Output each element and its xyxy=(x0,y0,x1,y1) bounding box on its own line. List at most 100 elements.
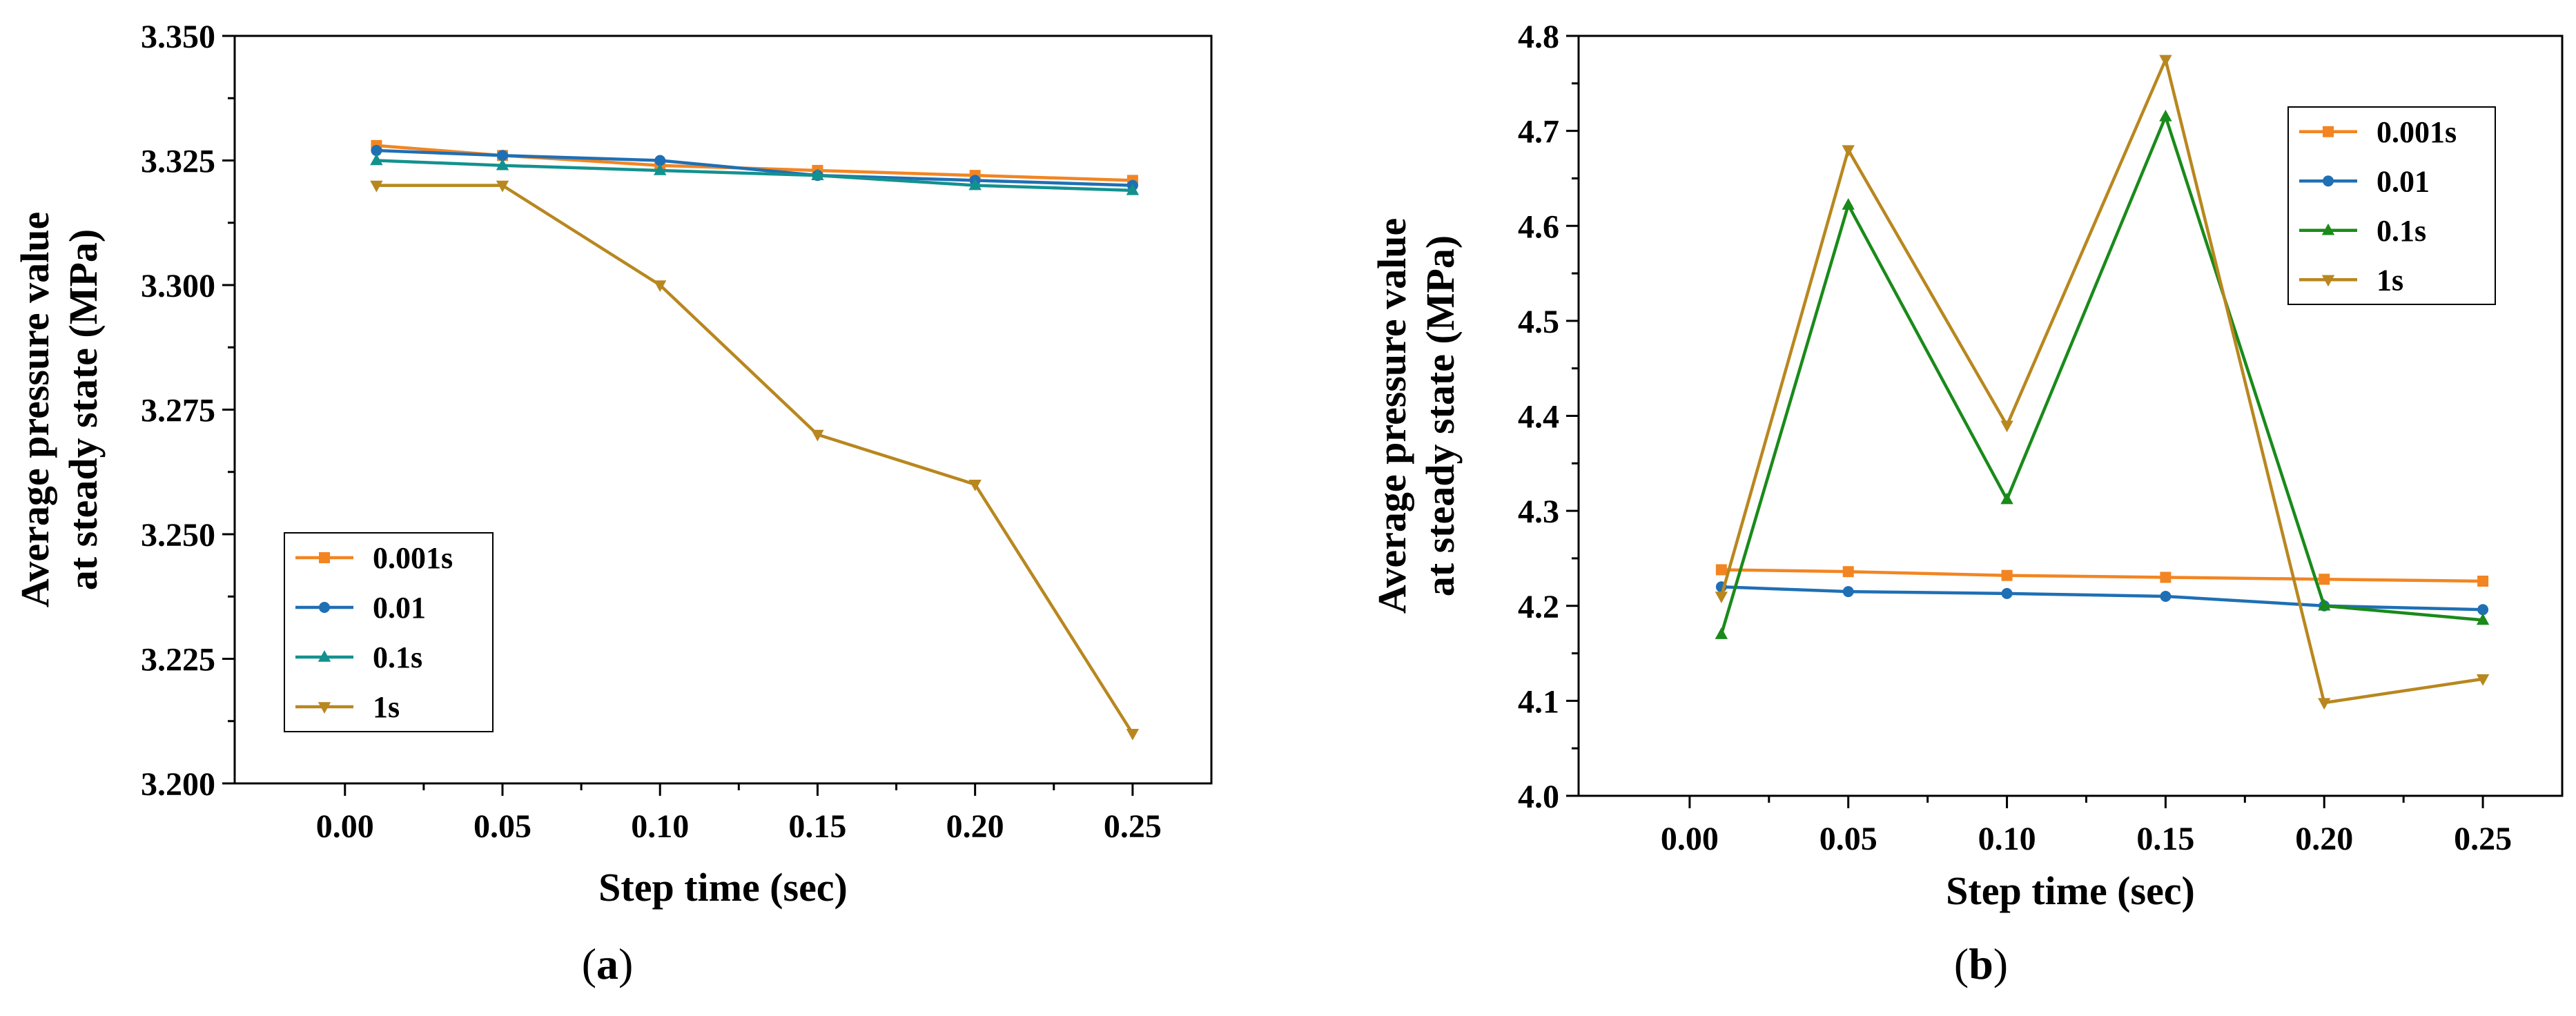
legend-marker-1s xyxy=(318,702,331,714)
data-point-0.1s xyxy=(1126,183,1140,195)
y-tick-label: 4.2 xyxy=(1518,589,1559,625)
data-point-0.001s xyxy=(2319,574,2330,585)
data-point-1s xyxy=(2318,698,2331,710)
data-point-1s xyxy=(1126,729,1140,741)
y-tick-label: 4.1 xyxy=(1518,683,1559,720)
panel-label-part: a xyxy=(596,939,618,988)
series-line-1s xyxy=(1719,58,2484,705)
series-line-0.1s xyxy=(1719,115,2484,635)
y-axis-title-line: Average pressure value xyxy=(1369,218,1414,614)
legend-label: 0.001s xyxy=(373,541,453,575)
y-tick-label: 4.7 xyxy=(1518,114,1559,150)
data-point-0.1s xyxy=(370,153,383,166)
x-tick-label: 0.15 xyxy=(2136,821,2194,857)
y-tick-label: 4.5 xyxy=(1518,304,1559,340)
y-tick-label: 3.250 xyxy=(141,517,215,554)
data-point-0.01 xyxy=(2477,604,2489,616)
data-point-1s xyxy=(496,180,509,193)
data-point-0.1s xyxy=(1715,627,1728,639)
data-point-0.001s xyxy=(2160,572,2172,583)
series-line-0.01 xyxy=(376,148,1133,187)
data-point-1s xyxy=(2000,420,2013,433)
data-point-1s xyxy=(1715,592,1728,603)
y-axis-title-line: at steady state (MPa) xyxy=(61,229,106,590)
data-point-0.01 xyxy=(1842,586,1854,598)
series-line-0.001s xyxy=(1721,568,2484,583)
data-point-1s xyxy=(1842,145,1855,157)
panel-label-part: ( xyxy=(582,939,596,988)
y-tick-label: 4.8 xyxy=(1518,19,1559,55)
data-point-0.001s xyxy=(2001,569,2013,581)
data-point-0.1s xyxy=(2318,598,2331,611)
y-tick-label: 3.350 xyxy=(141,19,215,55)
y-axis-title-line: at steady state (MPa) xyxy=(1418,235,1463,596)
y-tick-label: 4.4 xyxy=(1518,399,1559,436)
data-point-0.001s xyxy=(2477,575,2489,587)
data-point-1s xyxy=(968,480,982,491)
data-point-0.001s xyxy=(1842,566,1854,578)
series-line-0.001s xyxy=(376,144,1133,182)
data-point-0.1s xyxy=(2000,492,2013,505)
data-point-1s xyxy=(370,180,383,193)
y-tick-label: 3.225 xyxy=(141,642,215,678)
data-point-0.1s xyxy=(811,168,824,180)
y-axis-title-line: Average pressure value xyxy=(12,212,57,607)
legend-label: 0.01 xyxy=(2377,164,2430,198)
legend-box xyxy=(284,532,494,732)
legend-label: 0.01 xyxy=(373,591,426,625)
data-point-0.01 xyxy=(496,150,508,162)
x-tick-label: 0.10 xyxy=(1978,821,2036,857)
data-point-0.1s xyxy=(496,158,509,170)
data-point-1s xyxy=(2159,55,2172,67)
y-tick-label: 3.300 xyxy=(141,268,215,304)
data-point-0.1s xyxy=(654,163,667,175)
panel-label-part: ) xyxy=(1993,939,2008,988)
legend-marker-0.001s xyxy=(2323,126,2334,137)
x-tick-label: 0.05 xyxy=(474,808,531,845)
data-point-0.1s xyxy=(968,178,982,190)
chart-panel-b: 0.00 0.05 0.10 0.15 0.20 0.25 4.0 4.1 4.2 4.3 4.4 4… xyxy=(1369,19,2564,988)
x-tick-label: 0.00 xyxy=(316,808,374,845)
legend-marker-0.1s xyxy=(318,650,331,662)
legend-marker-1s xyxy=(2321,275,2335,287)
legend-label: 1s xyxy=(2377,263,2403,297)
data-point-0.01 xyxy=(654,155,666,166)
panel-label-part: b xyxy=(1969,939,1993,988)
x-tick-label: 0.15 xyxy=(788,808,846,845)
data-point-1s xyxy=(654,280,667,292)
legend-marker-0.01 xyxy=(319,602,330,613)
data-point-0.01 xyxy=(371,145,382,157)
data-point-0.1s xyxy=(1842,197,1855,210)
panel-label-part: ) xyxy=(618,939,633,988)
chart-panel-a: 0.00 0.05 0.10 0.15 0.20 0.25 3.200 3.225 3.250 3… xyxy=(12,19,1213,988)
data-point-0.1s xyxy=(2476,613,2490,625)
y-tick-label: 3.325 xyxy=(141,144,215,180)
y-tick-label: 4.0 xyxy=(1518,779,1559,815)
y-tick-label: 4.6 xyxy=(1518,208,1559,245)
panel-label: (a) xyxy=(582,939,634,988)
legend-label: 0.001s xyxy=(2377,115,2457,149)
series-line-0.1s xyxy=(376,159,1133,193)
x-tick-label: 0.05 xyxy=(1819,821,1877,857)
x-tick-label: 0.25 xyxy=(2454,821,2512,857)
x-tick-label: 0.00 xyxy=(1661,821,1719,857)
x-tick-label: 0.25 xyxy=(1104,808,1162,845)
data-point-0.01 xyxy=(2001,587,2013,599)
legend-label: 1s xyxy=(373,690,400,724)
data-point-0.1s xyxy=(2159,109,2172,121)
data-point-1s xyxy=(811,429,824,442)
panel-label-part: ( xyxy=(1954,939,1969,988)
data-point-1s xyxy=(2476,674,2490,686)
legend-marker-0.01 xyxy=(2323,175,2334,187)
y-tick-label: 3.275 xyxy=(141,393,215,429)
legend-marker-0.001s xyxy=(319,552,330,563)
y-tick-label: 4.3 xyxy=(1518,494,1559,530)
series-line-1s xyxy=(376,184,1134,735)
x-tick-label: 0.20 xyxy=(2295,821,2353,857)
x-axis-title: Step time (sec) xyxy=(598,865,848,910)
legend-label: 0.1s xyxy=(373,641,422,674)
x-axis-title: Step time (sec) xyxy=(1946,868,2195,913)
data-point-0.01 xyxy=(2160,590,2172,602)
legend-marker-0.1s xyxy=(2321,223,2335,235)
